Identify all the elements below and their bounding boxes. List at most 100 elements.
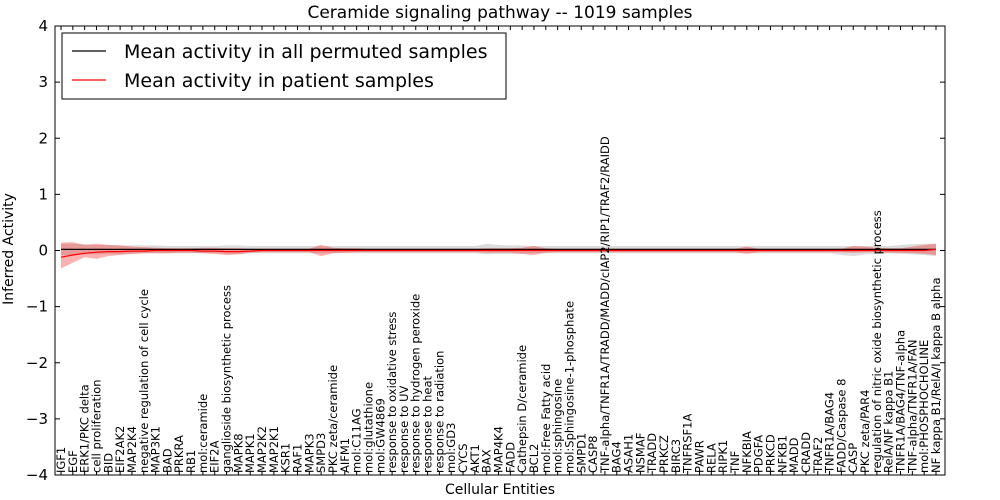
category-label: mol:Sphingosine-1-phosphate: [562, 301, 576, 473]
y-tick-label: −4: [26, 466, 48, 484]
category-label: PAWR: [693, 440, 707, 473]
category-label: PRKRA: [172, 435, 186, 473]
category-label: TNFRSF1A: [681, 414, 695, 474]
category-label: mol:PHOSPHOCHOLINE: [917, 340, 931, 473]
category-label: IGF1: [54, 447, 68, 473]
category-label: PKC zeta/PAR4: [858, 390, 872, 473]
y-tick-label: 4: [38, 17, 48, 35]
category-label: AIFM1: [338, 438, 352, 473]
x-axis-ticks: [60, 26, 937, 475]
category-label: BAG4: [610, 441, 624, 473]
category-label: mol:glutathione: [361, 382, 375, 473]
category-label: TNF-alpha/TNFR1A/FAN: [905, 340, 919, 474]
category-label: MAP2K4: [125, 426, 139, 473]
category-label: CYCS: [456, 443, 470, 473]
chart-title: Ceramide signaling pathway -- 1019 sampl…: [307, 3, 692, 23]
y-tick-label: −3: [26, 410, 48, 428]
y-axis-ticks: 4 3 2 1 0 −1 −2 −3 −4: [26, 17, 945, 484]
category-label: NF kappa B1/RelA/I kappa B alpha: [929, 277, 943, 473]
category-label: CRADD: [799, 432, 813, 473]
category-label: MAP2K1: [267, 426, 281, 473]
category-label: negative regulation of cell cycle: [137, 289, 151, 473]
category-label: TNFR1A/BAG4/TNF-alpha: [894, 330, 908, 474]
legend-box: [61, 32, 507, 100]
y-tick-label: 1: [38, 185, 48, 203]
category-label: TNF-alpha/TNFR1A/TRADD/MADD/cIAP2/RIP1/T…: [598, 136, 612, 474]
legend: Mean activity in all permuted samples Me…: [61, 32, 507, 100]
category-label: EIF2A: [208, 440, 222, 473]
legend-label-permuted: Mean activity in all permuted samples: [124, 41, 487, 63]
legend-label-patient: Mean activity in patient samples: [124, 70, 434, 92]
category-label: AKT1: [468, 444, 482, 473]
category-label: NFKB1: [775, 435, 789, 473]
y-tick-label: 3: [38, 73, 48, 91]
category-label: CASP: [846, 443, 860, 473]
category-label: MADD: [787, 437, 801, 473]
category-label: BAD: [160, 448, 174, 473]
category-label: mol:GD3: [444, 423, 458, 473]
category-label: regulation of nitric oxide biosynthetic …: [870, 210, 884, 473]
series-line-patient: [60, 248, 937, 258]
category-label: response to UV: [397, 385, 411, 473]
category-label: cell proliferation: [90, 379, 104, 473]
category-label: mol:Free Fatty acid: [539, 364, 553, 473]
category-label: MAPK1: [243, 433, 257, 473]
category-label: TNFR1A/BAG4: [823, 392, 837, 474]
category-label: NFKBIA: [740, 431, 754, 473]
category-label: EGF: [66, 450, 80, 473]
category-label: RB1: [184, 450, 198, 473]
y-tick-label: −2: [26, 354, 48, 372]
category-label: BAX: [480, 449, 494, 473]
category-label: BIRC3: [669, 439, 683, 473]
category-label: SMPD3: [314, 433, 328, 473]
confidence-bands: [61, 242, 936, 269]
category-label: RIPK1: [716, 440, 730, 473]
category-label: RelA/NF kappa B1: [882, 371, 896, 473]
category-label: response to heat: [421, 376, 435, 473]
category-label: PRKCZ: [657, 435, 671, 473]
category-label: response to radiation: [432, 351, 446, 473]
category-label: ASAH1: [622, 434, 636, 473]
y-tick-label: −1: [26, 298, 48, 316]
category-label: TNF: [728, 451, 742, 474]
category-label: EIF2AK2: [113, 426, 127, 473]
category-label: MAPK3: [302, 433, 316, 473]
category-label: mol:sphingosine: [551, 379, 565, 473]
category-label: FADD/Caspase 8: [834, 379, 848, 473]
category-label: mol:C11AG: [350, 408, 364, 473]
y-tick-label: 2: [38, 129, 48, 147]
category-label: MAPK8: [231, 433, 245, 473]
category-label: PDGFA: [752, 435, 766, 473]
category-label: TRAF2: [811, 437, 825, 474]
category-label: RELA: [704, 443, 718, 473]
category-label: MAP4K4: [492, 426, 506, 473]
category-label: FADD: [503, 442, 517, 473]
category-label: MAP3K1: [149, 426, 163, 473]
category-label: mol:ceramide: [196, 394, 210, 473]
category-label: SMPD1: [574, 433, 588, 473]
category-label: PKC zeta/ceramide: [326, 365, 340, 473]
plot-frame: [54, 25, 946, 476]
category-label: NSMAF: [633, 433, 647, 473]
category-label: MAP2K2: [255, 426, 269, 473]
y-axis-label: Inferred Activity: [1, 193, 17, 305]
category-label: ganglioside biosynthetic process: [220, 285, 234, 473]
category-label: BID: [101, 453, 115, 473]
category-label: response to hydrogen peroxide: [409, 294, 423, 473]
category-label: CASP8: [586, 436, 600, 473]
category-label: response to oxidative stress: [385, 312, 399, 473]
category-label: ERK1/PKC delta: [78, 384, 92, 473]
category-label: TRADD: [645, 433, 659, 474]
category-label: PRKCD: [764, 434, 778, 473]
x-axis-label: Cellular Entities: [445, 482, 555, 498]
series-lines: [60, 248, 937, 258]
category-label: BCL2: [527, 444, 541, 473]
plot-area: 4 3 2 1 0 −1 −2 −3 −4: [26, 17, 946, 484]
category-label: Cathepsin D/ceramide: [515, 345, 529, 473]
category-label: mol:GW4869: [373, 398, 387, 473]
category-label: RAF1: [291, 444, 305, 473]
y-tick-label: 0: [38, 242, 48, 260]
category-label: KSR1: [279, 443, 293, 473]
